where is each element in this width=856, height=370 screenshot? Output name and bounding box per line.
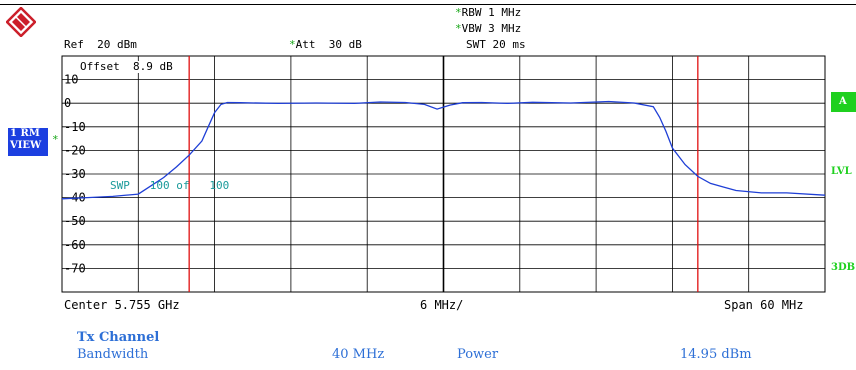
spectrum-trace xyxy=(61,100,826,200)
division-label: 6 MHz/ xyxy=(420,298,464,312)
top-border xyxy=(0,4,856,5)
y-tick-label: -30 xyxy=(64,167,86,181)
ref-level-readout: Ref 20 dBm xyxy=(64,38,137,51)
grid xyxy=(61,55,826,293)
vbw-readout: *VBW 3 MHz xyxy=(455,22,522,35)
bandwidth-label: Bandwidth xyxy=(77,347,149,362)
span-label: Span 60 MHz xyxy=(724,298,804,312)
power-value: 14.95 dBm xyxy=(680,347,752,362)
y-tick-label: 10 xyxy=(64,73,78,87)
y-tick-label: -70 xyxy=(64,261,86,275)
rohde-schwarz-logo-icon xyxy=(6,7,36,37)
center-frequency: Center 5.755 GHz xyxy=(64,298,180,312)
channel-limit-lines xyxy=(188,56,699,292)
y-tick-label: -20 xyxy=(64,143,86,157)
trace-mode-badge: 1 RM VIEW xyxy=(8,128,48,156)
power-label: Power xyxy=(457,347,499,362)
bandwidth-value: 40 MHz xyxy=(332,347,385,362)
3db-label: 3DB xyxy=(831,262,856,273)
y-tick-label: 0 xyxy=(64,96,71,110)
lvl-label: LVL xyxy=(831,166,852,177)
y-tick-label: -60 xyxy=(64,238,86,252)
sweep-count-readout: SWP 100 of 100 xyxy=(110,179,230,192)
y-tick-label: -50 xyxy=(64,214,86,228)
rbw-readout: *RBW 1 MHz xyxy=(455,6,522,19)
attenuation-readout: *Att 30 dB xyxy=(289,38,362,51)
y-tick-labels: 100-10-20-30-40-50-60-70 xyxy=(64,73,86,276)
trace-star: * xyxy=(52,133,59,146)
swt-readout: SWT 20 ms xyxy=(466,38,526,51)
a-badge: A xyxy=(831,92,856,112)
offset-readout: Offset 8.9 dB xyxy=(80,60,173,73)
tx-channel-title: Tx Channel xyxy=(77,330,160,345)
y-tick-label: -10 xyxy=(64,120,86,134)
